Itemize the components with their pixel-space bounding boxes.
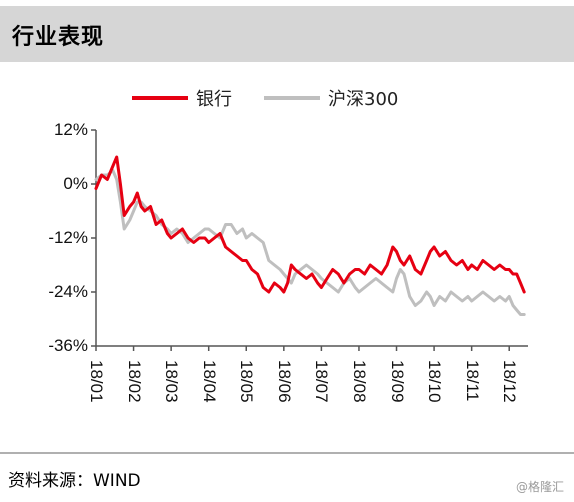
watermark: @格隆汇 <box>515 480 564 494</box>
footer-divider <box>0 452 574 454</box>
page-title: 行业表现 <box>12 25 105 50</box>
source-note: 资料来源：WIND <box>8 471 141 491</box>
y-tick-label: 12% <box>53 120 88 139</box>
header-band <box>0 6 574 62</box>
legend-item-index: 沪深300 <box>264 86 398 110</box>
legend-swatch-bank <box>132 96 188 100</box>
legend-label-index: 沪深300 <box>328 89 399 110</box>
y-tick-label: -24% <box>48 282 88 301</box>
series-line-bank <box>94 155 526 294</box>
series-line-index <box>94 169 526 316</box>
y-tick-label: 0% <box>63 174 88 193</box>
legend-label-bank: 银行 <box>196 89 232 110</box>
legend-swatch-index <box>264 96 320 100</box>
legend-item-bank: 银行 <box>132 86 232 110</box>
y-tick-label: -36% <box>48 336 88 355</box>
y-tick-label: -12% <box>48 228 88 247</box>
chart-legend: 银行 沪深300 <box>0 86 574 110</box>
